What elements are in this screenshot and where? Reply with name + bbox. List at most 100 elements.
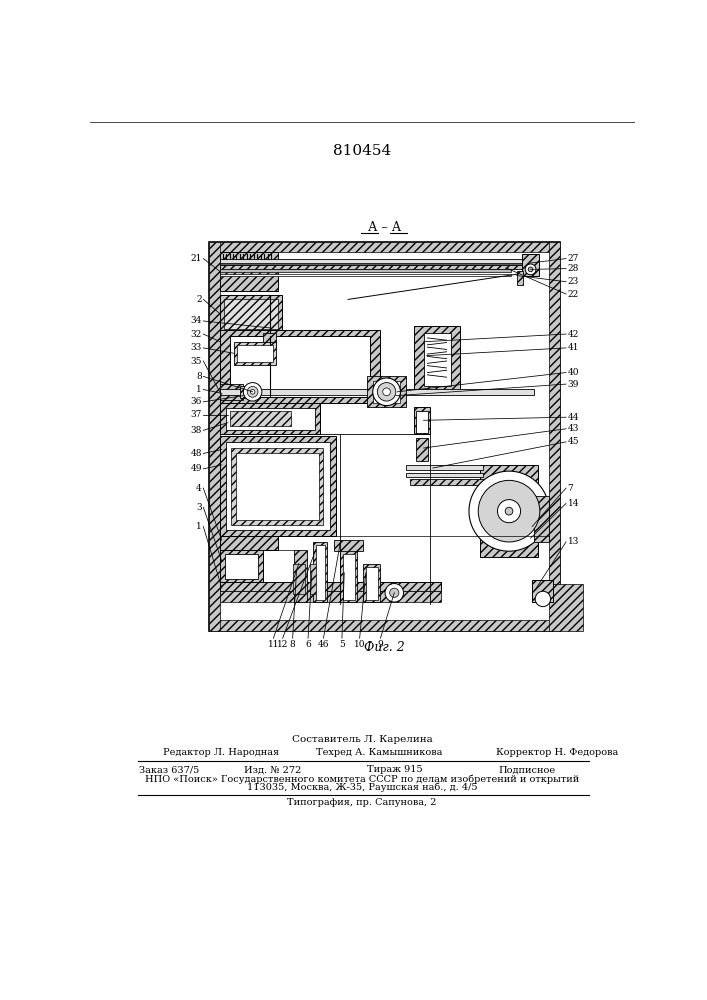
Bar [234,342,276,365]
Text: 41: 41 [568,343,579,352]
Circle shape [478,480,540,542]
Text: 9: 9 [378,640,383,649]
Text: 12: 12 [277,640,288,649]
Text: 14: 14 [568,499,579,508]
Text: 23: 23 [568,277,579,286]
Text: 8: 8 [290,640,296,649]
Text: Редактор Л. Народная: Редактор Л. Народная [163,748,279,757]
Bar [343,554,355,600]
Text: 44: 44 [568,413,579,422]
Bar [409,479,483,485]
Circle shape [390,588,399,597]
Bar [310,564,324,594]
Bar [294,550,307,602]
Text: 4: 4 [196,484,201,493]
Circle shape [250,390,255,394]
Bar [221,384,243,400]
Bar [368,376,406,407]
Bar [209,620,560,631]
Text: 38: 38 [190,426,201,435]
Bar [225,554,258,579]
Text: 36: 36 [190,397,201,406]
Bar [532,580,553,602]
Bar [221,295,282,333]
Text: А – А: А – А [368,221,401,234]
Text: 2: 2 [196,295,201,304]
Bar [316,545,325,600]
Text: 21: 21 [190,254,201,263]
Circle shape [535,591,551,607]
Circle shape [525,264,536,275]
Text: 39: 39 [568,380,579,389]
Bar [221,436,336,536]
Text: 22: 22 [568,290,579,299]
Bar [230,411,291,426]
Text: Составитель Л. Карелина: Составитель Л. Карелина [291,735,432,744]
Text: 42: 42 [568,330,579,339]
Text: 34: 34 [190,316,201,325]
Bar [221,389,534,395]
Bar [226,442,330,530]
Circle shape [382,388,390,396]
Text: 40: 40 [568,368,579,377]
Text: 8: 8 [196,372,201,381]
Bar [221,330,380,403]
Circle shape [385,584,404,602]
Bar [423,333,450,386]
Bar [221,536,278,550]
Text: 1: 1 [196,522,201,531]
Text: Фиг. 2: Фиг. 2 [364,641,404,654]
Bar [340,550,357,602]
Text: Тираж 915: Тираж 915 [368,765,423,774]
Bar [247,388,258,396]
Bar [534,496,549,542]
Bar [231,448,324,525]
Circle shape [498,500,520,523]
Bar [549,242,560,584]
Bar [522,254,539,276]
Bar [226,408,315,430]
Circle shape [243,383,262,401]
Bar [221,403,320,434]
Text: 10: 10 [354,640,366,649]
Bar [209,242,221,631]
Text: 33: 33 [191,343,201,352]
Circle shape [378,383,396,401]
Text: 35: 35 [190,357,201,366]
Circle shape [247,386,258,397]
Bar [480,465,537,557]
Text: 43: 43 [568,424,579,433]
Bar [209,242,560,252]
Text: Типография, пр. Сапунова, 2: Типография, пр. Сапунова, 2 [287,798,437,807]
Bar [221,591,441,602]
Bar [414,326,460,392]
Text: 11: 11 [268,640,279,649]
Text: Техред А. Камышникова: Техред А. Камышникова [316,748,442,757]
Text: Заказ 637/5: Заказ 637/5 [139,765,199,774]
Bar [416,411,428,433]
Text: 13: 13 [568,537,579,546]
Circle shape [528,267,533,272]
Circle shape [506,507,513,515]
Bar [230,336,370,397]
Bar [334,540,363,551]
Bar [209,242,560,631]
Bar [221,269,510,272]
Bar [416,438,428,461]
Text: 6: 6 [305,640,311,649]
Text: 48: 48 [190,449,201,458]
Text: 45: 45 [568,437,579,446]
Bar [221,274,510,276]
Bar [517,271,523,285]
Text: 49: 49 [190,464,201,473]
Text: 1: 1 [196,385,201,394]
Text: Подписное: Подписное [498,765,556,774]
Bar [221,550,262,582]
Text: 37: 37 [190,410,201,419]
Circle shape [373,378,400,406]
Text: 7: 7 [568,484,573,493]
Text: 46: 46 [317,640,329,649]
Bar [235,453,319,520]
Circle shape [469,471,549,551]
Bar [262,333,276,347]
